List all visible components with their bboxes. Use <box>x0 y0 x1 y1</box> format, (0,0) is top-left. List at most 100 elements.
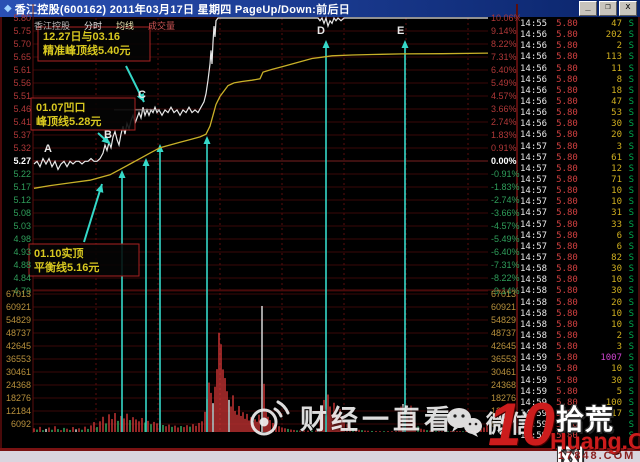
tape-price: 5.80 <box>556 375 578 386</box>
svg-text:0.00%: 0.00% <box>491 156 517 166</box>
close-button[interactable]: x <box>619 1 637 16</box>
svg-text:8.22%: 8.22% <box>491 39 517 49</box>
tape-price: 5.80 <box>556 331 578 341</box>
tape-volume: 6 <box>616 230 622 241</box>
legend-stock-name: 香江控股 <box>34 21 71 31</box>
svg-text:峰顶线5.28元: 峰顶线5.28元 <box>36 114 101 128</box>
svg-text:-5.49%: -5.49% <box>491 234 520 244</box>
weibo-watermark-text: 财经一直看 <box>300 405 455 435</box>
tape-side-marker: S <box>628 253 634 264</box>
tape-time: 14:58 <box>520 342 548 353</box>
tape-volume: 10 <box>611 319 622 330</box>
tape-price: 5.80 <box>556 286 578 297</box>
svg-text:5.51: 5.51 <box>13 91 31 101</box>
tape-price: 5.80 <box>556 319 578 330</box>
tape-row: 14:59 5.80 30 S <box>520 376 638 387</box>
svg-text:-4.57%: -4.57% <box>491 221 520 231</box>
tape-volume: 10 <box>611 186 622 197</box>
svg-text:36553: 36553 <box>491 354 516 364</box>
tape-row: 14:57 5.80 12 S <box>520 164 638 175</box>
tape-side-marker: S <box>628 353 634 364</box>
svg-text:4.84: 4.84 <box>13 273 31 283</box>
tape-price: 5.80 <box>556 253 578 264</box>
legend-volume[interactable]: 成交量 <box>148 21 176 31</box>
tape-row: 14:57 5.80 31 S <box>520 208 638 219</box>
tape-side-marker: S <box>628 386 634 397</box>
tape-volume: 30 <box>611 375 622 386</box>
tape-time: 14:57 <box>520 197 548 208</box>
title-bar[interactable]: ◆ 香江控股(600162) 2011年03月17日 星期四 PageUp/Do… <box>0 0 640 17</box>
restore-button[interactable]: ❐ <box>599 1 617 16</box>
tape-price: 5.80 <box>556 163 578 174</box>
svg-text:4.93: 4.93 <box>13 247 31 257</box>
svg-text:1.83%: 1.83% <box>491 130 517 140</box>
tape-time: 14:56 <box>520 63 548 74</box>
svg-text:4.79: 4.79 <box>13 286 31 296</box>
shihuang-watermark: 10 拾荒网 Huang.CN 17848.COM <box>488 391 640 462</box>
svg-text:48737: 48737 <box>491 328 516 338</box>
tape-row: 14:57 5.80 3 S <box>520 142 638 153</box>
tape-time: 14:57 <box>520 152 548 163</box>
svg-text:6092: 6092 <box>491 419 511 429</box>
tape-side-marker: S <box>628 41 634 52</box>
tape-side-marker: S <box>628 297 634 308</box>
tape-row: 14:56 5.80 47 S <box>520 97 638 108</box>
tape-side-marker: S <box>628 342 634 353</box>
tape-price: 5.80 <box>556 364 578 375</box>
svg-text:5.03: 5.03 <box>13 221 31 231</box>
tape-time: 14:56 <box>520 97 548 108</box>
legend-mode[interactable]: 分时 <box>84 21 103 31</box>
svg-text:2.74%: 2.74% <box>491 117 517 127</box>
tape-volume: 30 <box>611 119 622 130</box>
shihuang-logo-name: 拾荒网 <box>556 404 615 462</box>
tape-volume: 20 <box>611 297 622 308</box>
tape-row: 14:56 5.80 11 S <box>520 64 638 75</box>
tape-volume: 82 <box>611 253 622 264</box>
svg-text:5.56: 5.56 <box>13 78 31 88</box>
svg-text:5.08: 5.08 <box>13 208 31 218</box>
svg-text:30461: 30461 <box>6 367 31 377</box>
marker-lines <box>118 40 409 432</box>
svg-text:5.61: 5.61 <box>13 65 31 75</box>
svg-text:4.98: 4.98 <box>13 234 31 244</box>
svg-text:C: C <box>138 89 146 101</box>
tape-time: 14:56 <box>520 52 548 63</box>
tape-row: 14:58 5.80 2 S <box>520 331 638 342</box>
tick-list[interactable]: 14:55 5.80 47 S 14:56 5.80 202 S 14:56 5.80 2 S 14:5… <box>520 19 638 447</box>
tape-price: 5.80 <box>556 241 578 252</box>
tape-row: 14:58 5.80 20 S <box>520 298 638 309</box>
tape-price: 5.80 <box>556 19 578 30</box>
tape-side-marker: S <box>628 119 634 130</box>
shihuang-logo-site: Huang.CN <box>550 428 640 454</box>
tape-volume: 31 <box>611 208 622 219</box>
legend-avg-line[interactable]: 均线 <box>116 21 135 31</box>
tape-row: 14:57 5.80 71 S <box>520 175 638 186</box>
tape-row: 14:58 5.80 3 S <box>520 342 638 353</box>
tape-row: 14:56 5.80 18 S <box>520 86 638 97</box>
tape-row: 14:56 5.80 113 S <box>520 52 638 63</box>
tape-volume: 113 <box>605 52 622 63</box>
tape-price: 5.80 <box>556 119 578 130</box>
svg-text:10.06%: 10.06% <box>491 13 520 23</box>
tape-row: 14:58 5.80 10 S <box>520 275 638 286</box>
minimize-button[interactable]: _ <box>579 1 597 16</box>
tape-time: 14:56 <box>520 108 548 119</box>
tape-time: 14:57 <box>520 241 548 252</box>
svg-text:12.27日与03.16: 12.27日与03.16 <box>43 30 120 43</box>
svg-text:-9.14%: -9.14% <box>491 286 520 296</box>
svg-text:-1.83%: -1.83% <box>491 182 520 192</box>
svg-text:54829: 54829 <box>6 315 31 325</box>
tape-price: 5.80 <box>556 152 578 163</box>
tape-side-marker: S <box>628 130 634 141</box>
tape-side-marker: S <box>628 152 634 163</box>
tape-time: 14:59 <box>520 431 548 442</box>
window-title: 香江控股(600162) 2011年03月17日 星期四 PageUp/Down… <box>14 3 351 16</box>
tape-price: 5.80 <box>556 52 578 63</box>
tape-side-marker: S <box>628 175 634 186</box>
tape-time: 14:59 <box>520 420 548 431</box>
tape-side-marker: S <box>628 141 634 152</box>
tape-volume: 11 <box>611 63 622 74</box>
tape-time: 14:57 <box>520 141 548 152</box>
